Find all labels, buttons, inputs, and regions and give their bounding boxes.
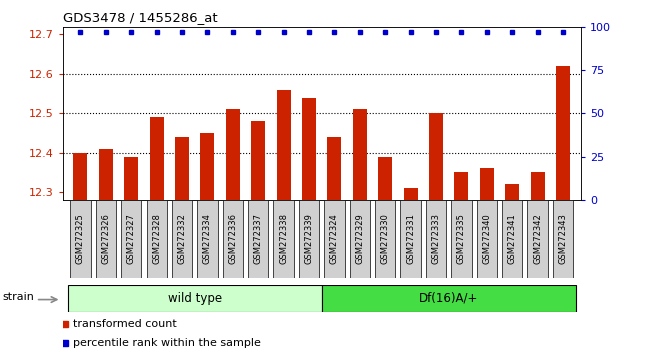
Text: GSM272341: GSM272341 bbox=[508, 213, 517, 264]
FancyBboxPatch shape bbox=[401, 200, 421, 278]
Bar bbox=[175, 137, 189, 200]
FancyBboxPatch shape bbox=[197, 200, 218, 278]
Bar bbox=[353, 109, 367, 200]
FancyBboxPatch shape bbox=[477, 200, 497, 278]
Bar bbox=[251, 121, 265, 200]
Text: GSM272330: GSM272330 bbox=[381, 213, 390, 264]
Bar bbox=[404, 188, 418, 200]
FancyBboxPatch shape bbox=[248, 200, 269, 278]
Text: transformed count: transformed count bbox=[73, 319, 177, 329]
Text: wild type: wild type bbox=[168, 292, 222, 305]
Text: GSM272329: GSM272329 bbox=[355, 213, 364, 264]
FancyBboxPatch shape bbox=[375, 200, 395, 278]
FancyBboxPatch shape bbox=[68, 285, 322, 312]
Text: GSM272339: GSM272339 bbox=[304, 213, 313, 264]
Bar bbox=[150, 117, 164, 200]
Bar bbox=[556, 66, 570, 200]
Text: GSM272343: GSM272343 bbox=[558, 213, 568, 264]
FancyBboxPatch shape bbox=[324, 200, 345, 278]
FancyBboxPatch shape bbox=[426, 200, 446, 278]
Text: GSM272331: GSM272331 bbox=[406, 213, 415, 264]
Bar bbox=[429, 113, 443, 200]
Text: Df(16)A/+: Df(16)A/+ bbox=[419, 292, 478, 305]
FancyBboxPatch shape bbox=[273, 200, 294, 278]
Bar bbox=[73, 153, 88, 200]
Text: GSM272342: GSM272342 bbox=[533, 213, 542, 264]
Text: GDS3478 / 1455286_at: GDS3478 / 1455286_at bbox=[63, 11, 217, 24]
FancyBboxPatch shape bbox=[527, 200, 548, 278]
FancyBboxPatch shape bbox=[121, 200, 141, 278]
FancyBboxPatch shape bbox=[350, 200, 370, 278]
Text: GSM272324: GSM272324 bbox=[330, 213, 339, 264]
Text: GSM272333: GSM272333 bbox=[432, 213, 440, 264]
Text: GSM272338: GSM272338 bbox=[279, 213, 288, 264]
FancyBboxPatch shape bbox=[553, 200, 573, 278]
Bar bbox=[480, 169, 494, 200]
FancyBboxPatch shape bbox=[451, 200, 472, 278]
Bar bbox=[531, 172, 544, 200]
Text: GSM272334: GSM272334 bbox=[203, 213, 212, 264]
Text: GSM272326: GSM272326 bbox=[102, 213, 110, 264]
Text: GSM272337: GSM272337 bbox=[253, 213, 263, 264]
Bar bbox=[506, 184, 519, 200]
FancyBboxPatch shape bbox=[172, 200, 192, 278]
FancyBboxPatch shape bbox=[502, 200, 522, 278]
Bar bbox=[124, 157, 138, 200]
Text: percentile rank within the sample: percentile rank within the sample bbox=[73, 338, 261, 348]
Text: GSM272336: GSM272336 bbox=[228, 213, 238, 264]
Bar bbox=[455, 172, 469, 200]
Bar bbox=[302, 97, 316, 200]
Text: GSM272332: GSM272332 bbox=[178, 213, 187, 264]
FancyBboxPatch shape bbox=[147, 200, 167, 278]
Text: GSM272335: GSM272335 bbox=[457, 213, 466, 264]
Text: GSM272327: GSM272327 bbox=[127, 213, 136, 264]
Bar bbox=[226, 109, 240, 200]
Bar bbox=[99, 149, 113, 200]
Bar bbox=[277, 90, 290, 200]
Text: GSM272328: GSM272328 bbox=[152, 213, 161, 264]
Bar bbox=[327, 137, 341, 200]
Text: GSM272325: GSM272325 bbox=[76, 213, 85, 264]
FancyBboxPatch shape bbox=[96, 200, 116, 278]
Text: strain: strain bbox=[3, 292, 34, 302]
Text: GSM272340: GSM272340 bbox=[482, 213, 491, 264]
FancyBboxPatch shape bbox=[71, 200, 90, 278]
Bar bbox=[378, 157, 392, 200]
FancyBboxPatch shape bbox=[222, 200, 243, 278]
FancyBboxPatch shape bbox=[322, 285, 576, 312]
FancyBboxPatch shape bbox=[299, 200, 319, 278]
Bar bbox=[201, 133, 214, 200]
